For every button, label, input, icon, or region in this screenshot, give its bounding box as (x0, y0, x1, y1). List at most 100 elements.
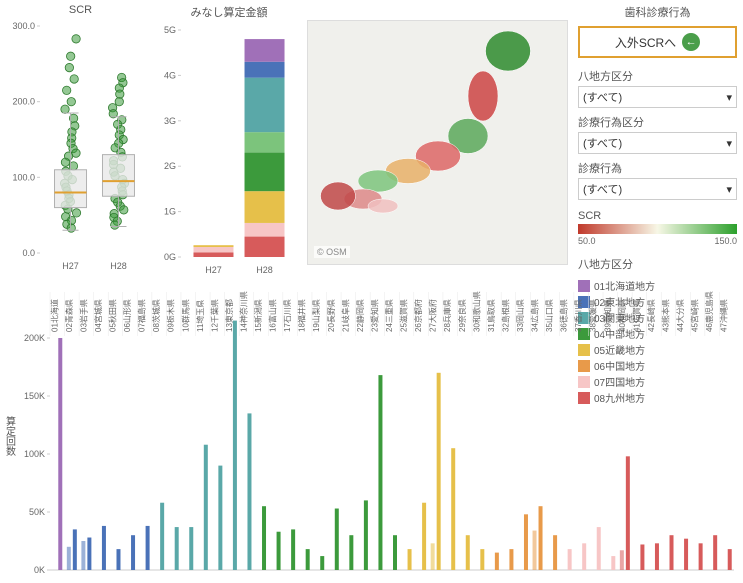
svg-text:26京都府: 26京都府 (413, 299, 423, 332)
svg-text:38愛媛県: 38愛媛県 (588, 299, 598, 332)
svg-text:44大分県: 44大分県 (675, 299, 685, 332)
svg-text:21岐阜県: 21岐阜県 (340, 299, 350, 332)
svg-text:H27: H27 (62, 261, 79, 271)
stacked-title: みなし算定金額 (155, 4, 303, 20)
svg-text:22静岡県: 22静岡県 (355, 299, 365, 332)
svg-text:24三重県: 24三重県 (384, 299, 394, 332)
svg-text:25滋賀県: 25滋賀県 (399, 299, 409, 332)
svg-text:100.0: 100.0 (12, 172, 35, 182)
boxplot-svg: 0.0 100.0 200.0 300.0 H27 H28 (10, 20, 155, 275)
filter-category-select[interactable]: (すべて) ▾ (578, 132, 737, 154)
nav-button-label: 入外SCRへ (615, 34, 676, 51)
svg-text:36徳島県: 36徳島県 (559, 299, 569, 332)
svg-text:5G: 5G (164, 25, 176, 35)
svg-text:35山口県: 35山口県 (544, 299, 554, 332)
chevron-down-icon: ▾ (726, 137, 732, 150)
filter-region-select[interactable]: (すべて) ▾ (578, 86, 737, 108)
svg-text:0G: 0G (164, 252, 176, 262)
svg-text:1G: 1G (164, 207, 176, 217)
svg-text:45宮崎県: 45宮崎県 (690, 299, 700, 332)
svg-text:11埼玉県: 11埼玉県 (195, 300, 205, 332)
svg-text:07福島県: 07福島県 (137, 299, 147, 332)
svg-text:02青森県: 02青森県 (64, 299, 74, 332)
boxplot-title: SCR (10, 4, 151, 16)
map-attribution: © OSM (314, 246, 350, 258)
boxplot-panel: SCR 0.0 100.0 200.0 300.0 H27 H28 (0, 0, 155, 290)
svg-text:0K: 0K (34, 565, 45, 575)
svg-text:37香川県: 37香川県 (573, 299, 583, 332)
svg-text:10群馬県: 10群馬県 (180, 299, 190, 332)
svg-text:100K: 100K (24, 449, 45, 459)
svg-text:42長崎県: 42長崎県 (646, 299, 656, 332)
scr-legend-title: SCR (578, 210, 737, 222)
svg-text:2G: 2G (164, 161, 176, 171)
filter-region-label: 八地方区分 (578, 68, 737, 84)
map-panel: © OSM (307, 0, 572, 290)
svg-text:H28: H28 (110, 261, 127, 271)
scr-max: 150.0 (714, 236, 737, 246)
svg-text:17石川県: 17石川県 (283, 299, 292, 332)
svg-text:08茨城県: 08茨城県 (151, 299, 161, 332)
filter-action-select[interactable]: (すべて) ▾ (578, 178, 737, 200)
chevron-down-icon: ▾ (726, 91, 732, 104)
svg-text:H27: H27 (205, 265, 222, 275)
stacked-svg: 0G 1G 2G 3G 4G 5G H27 H28 (155, 24, 303, 279)
map-svg (308, 21, 568, 264)
svg-text:20長野県: 20長野県 (327, 299, 336, 332)
filter-region-value: (すべて) (583, 89, 622, 105)
svg-text:300.0: 300.0 (12, 21, 35, 31)
svg-text:13東京都: 13東京都 (224, 299, 234, 332)
arrow-left-icon: ← (682, 33, 700, 51)
filter-action-label: 診療行為 (578, 160, 737, 176)
svg-text:28兵庫県: 28兵庫県 (442, 299, 452, 332)
svg-text:03岩手県: 03岩手県 (78, 299, 88, 332)
svg-text:41佐賀県: 41佐賀県 (631, 299, 641, 332)
sidebar: 歯科診療行為 入外SCRへ ← 八地方区分 (すべて) ▾ 診療行為区分 (すべ… (572, 0, 743, 290)
svg-text:50K: 50K (29, 507, 45, 517)
svg-text:23愛知県: 23愛知県 (369, 299, 379, 332)
barchart-ylabel: 算定回数 (2, 416, 17, 456)
svg-text:30和歌山県: 30和歌山県 (471, 291, 481, 332)
svg-text:16富山県: 16富山県 (268, 299, 278, 332)
region-legend-title: 八地方区分 (578, 256, 737, 272)
scr-gradient (578, 224, 737, 234)
svg-text:06山形県: 06山形県 (122, 299, 132, 332)
svg-text:4G: 4G (164, 70, 176, 80)
scr-ticks: 50.0 150.0 (578, 236, 737, 246)
stacked-panel: みなし算定金額 0G 1G 2G 3G 4G 5G H27 H28 (155, 0, 307, 290)
filter-category-value: (すべて) (583, 135, 622, 151)
nav-button[interactable]: 入外SCRへ ← (578, 26, 737, 58)
svg-text:0.0: 0.0 (22, 248, 35, 258)
svg-text:43熊本県: 43熊本県 (661, 299, 671, 332)
filter-action-value: (すべて) (583, 181, 622, 197)
svg-text:3G: 3G (164, 116, 176, 126)
svg-text:19山梨県: 19山梨県 (311, 299, 321, 332)
svg-text:200.0: 200.0 (12, 97, 35, 107)
scr-min: 50.0 (578, 236, 596, 246)
page-title: 歯科診療行為 (578, 4, 737, 20)
svg-text:15新潟県: 15新潟県 (253, 299, 263, 332)
svg-text:31鳥取県: 31鳥取県 (486, 299, 496, 332)
svg-text:47沖縄県: 47沖縄県 (719, 299, 729, 332)
svg-text:18福井県: 18福井県 (297, 299, 307, 332)
svg-text:04宮城県: 04宮城県 (93, 299, 103, 332)
filter-category-label: 診療行為区分 (578, 114, 737, 130)
svg-text:39高知県: 39高知県 (602, 299, 612, 332)
svg-text:12千葉県: 12千葉県 (209, 299, 219, 332)
svg-text:14神奈川県: 14神奈川県 (238, 291, 248, 332)
svg-text:29奈良県: 29奈良県 (457, 299, 467, 332)
svg-text:46鹿児島県: 46鹿児島県 (704, 291, 714, 332)
chevron-down-icon: ▾ (726, 183, 732, 196)
svg-text:09栃木県: 09栃木県 (166, 299, 176, 332)
svg-text:27大阪府: 27大阪府 (428, 299, 438, 332)
barchart-svg: 0K50K100K150K200K01北海道02青森県03岩手県04宮城県05秋… (18, 290, 738, 580)
svg-text:40福岡県: 40福岡県 (618, 299, 627, 332)
svg-text:33岡山県: 33岡山県 (515, 299, 525, 332)
svg-text:32島根県: 32島根県 (500, 299, 510, 332)
svg-text:H28: H28 (256, 265, 273, 275)
svg-text:05秋田県: 05秋田県 (107, 299, 117, 332)
barchart-panel: 0K50K100K150K200K01北海道02青森県03岩手県04宮城県05秋… (18, 290, 743, 582)
svg-text:200K: 200K (24, 333, 45, 343)
map-box[interactable]: © OSM (307, 20, 568, 265)
svg-text:01北海道: 01北海道 (49, 299, 59, 332)
